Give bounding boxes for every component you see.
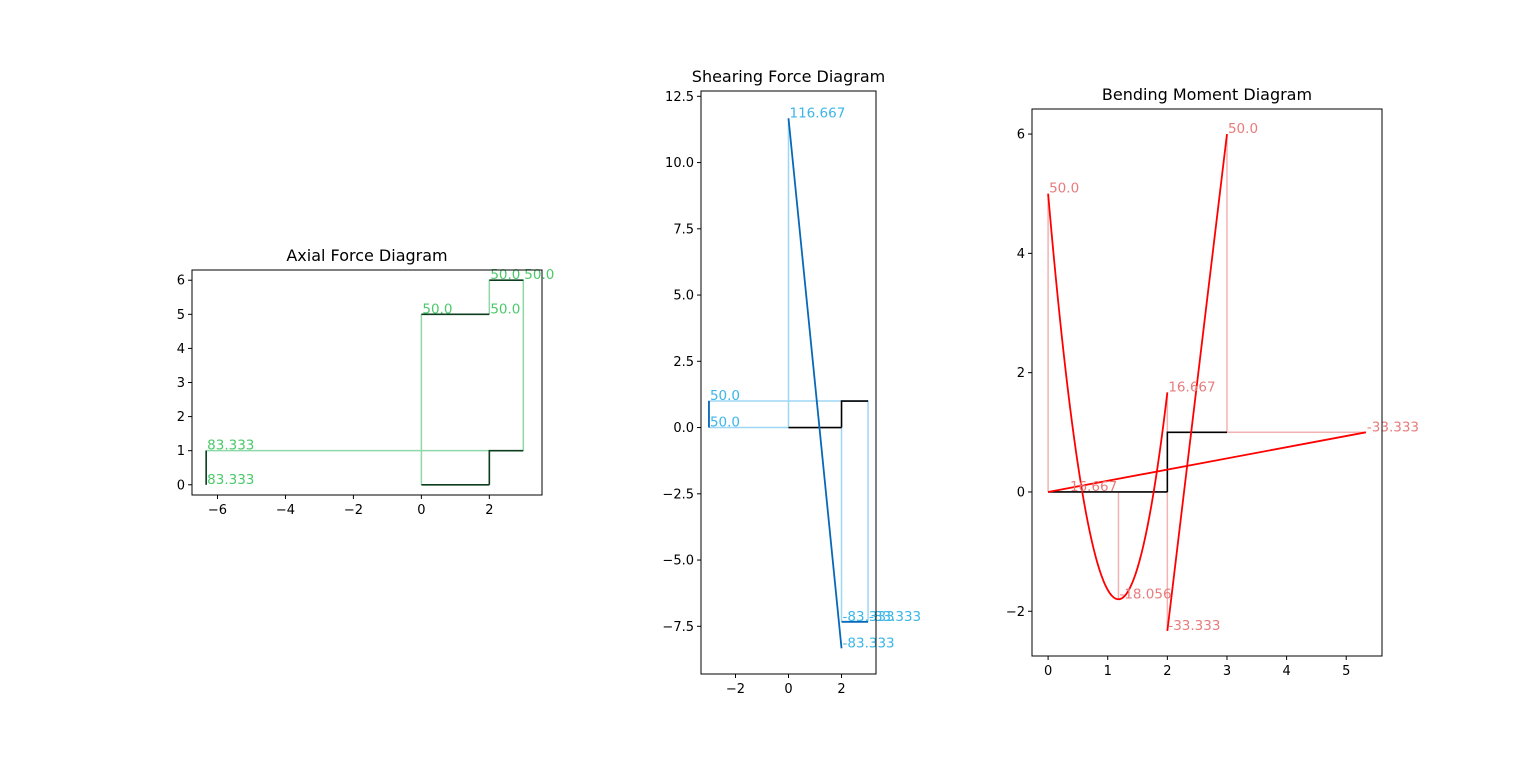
moment-parabola <box>1047 193 1169 601</box>
value-label: 50.0 <box>1228 121 1258 137</box>
value-label: -83.333 <box>869 609 921 625</box>
x-tick-label: 2 <box>1163 664 1171 679</box>
y-tick-label: 0.0 <box>673 421 694 436</box>
shear-main-line <box>787 118 843 649</box>
x-tick-label: −6 <box>208 503 227 518</box>
chart-moment: 50.0 50.0 16.667 -33.333 16.667 -18.056 -33.33… <box>1006 85 1419 679</box>
value-label: -83.333 <box>843 609 895 625</box>
value-label: -33.333 <box>1168 618 1220 634</box>
chart-title: Axial Force Diagram <box>286 246 447 265</box>
y-tick-label: 2.5 <box>673 355 694 370</box>
value-label: -18.056 <box>1119 586 1171 602</box>
y-tick-label: −7.5 <box>662 620 694 635</box>
moment-rise <box>1166 133 1228 632</box>
y-tick-label: 12.5 <box>665 90 694 105</box>
x-tick-label: 3 <box>1223 664 1231 679</box>
value-label: 50.0 <box>422 301 452 317</box>
plot-area <box>1047 133 1367 632</box>
y-tick-label: 10.0 <box>665 156 694 171</box>
x-tick-label: −4 <box>276 503 295 518</box>
member-right <box>840 400 869 428</box>
value-label: 83.333 <box>207 438 254 454</box>
x-tick-label: 0 <box>417 503 425 518</box>
x-tick-label: 0 <box>784 682 792 697</box>
chart-title: Bending Moment Diagram <box>1102 85 1312 104</box>
member-right-col <box>488 449 524 485</box>
x-tick-label: −2 <box>344 503 363 518</box>
value-label: 50.0 <box>490 267 520 283</box>
shear-base <box>708 118 790 429</box>
value-label: 83.333 <box>207 472 254 488</box>
value-label: 116.667 <box>790 105 846 121</box>
x-tick-label: 2 <box>485 503 493 518</box>
y-tick-label: −2.5 <box>662 487 694 502</box>
chart-title: Shearing Force Diagram <box>692 67 885 86</box>
value-label: -83.333 <box>843 635 895 651</box>
y-tick-label: 5.0 <box>673 289 694 304</box>
y-tick-label: 6 <box>1017 128 1025 143</box>
value-label: 50.0 <box>710 415 740 431</box>
value-label: 50.0 <box>710 388 740 404</box>
x-tick-label: −2 <box>726 682 745 697</box>
value-label: 50.0 <box>1049 181 1079 197</box>
plot-area <box>708 118 869 649</box>
member-right <box>1166 431 1227 492</box>
x-tick-label: 1 <box>1104 664 1112 679</box>
y-tick-label: 0 <box>177 478 185 493</box>
x-tick-label: 0 <box>1044 664 1052 679</box>
plot-area <box>205 279 525 486</box>
value-label: 50.0 <box>490 301 520 317</box>
moment-diagonal <box>1047 431 1367 493</box>
axes-frame <box>1031 108 1383 657</box>
value-label: -33.333 <box>1367 419 1419 435</box>
y-tick-label: 6 <box>177 274 185 289</box>
y-tick-label: 0 <box>1017 485 1025 500</box>
y-tick-label: 4 <box>1017 247 1025 262</box>
y-tick-label: 2 <box>177 410 185 425</box>
value-label: 50.0 <box>524 267 554 283</box>
y-tick-label: −2 <box>1006 605 1025 620</box>
value-label: 16.667 <box>1168 379 1215 395</box>
y-tick-label: 4 <box>177 342 185 357</box>
y-tick-label: 7.5 <box>673 222 694 237</box>
y-tick-label: 5 <box>177 308 185 323</box>
y-tick-label: 3 <box>177 376 185 391</box>
x-tick-label: 5 <box>1342 664 1350 679</box>
value-label: 16.667 <box>1070 479 1117 495</box>
y-tick-label: −5.0 <box>662 554 694 569</box>
shear-left-box <box>708 400 869 622</box>
x-tick-label: 2 <box>837 682 845 697</box>
y-tick-label: 2 <box>1017 366 1025 381</box>
x-tick-label: 4 <box>1282 664 1290 679</box>
y-tick-label: 1 <box>177 444 185 459</box>
